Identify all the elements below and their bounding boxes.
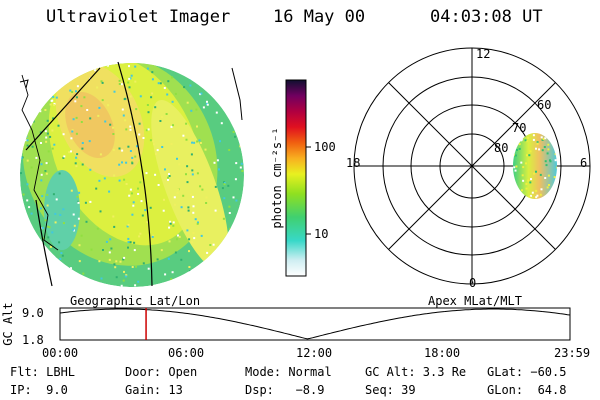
colorbar-tick-100: 100 (314, 140, 336, 154)
xtick-2359: 23:59 (554, 346, 591, 360)
seq-info: Seq: 39 (365, 383, 416, 397)
mlt-label-6: 6 (580, 156, 588, 170)
altitude-plot (59, 307, 571, 341)
dsp-info: Dsp: −8.9 (245, 383, 325, 397)
mlt-label-18: 18 (346, 156, 361, 170)
gc-alt-info: GC Alt: 3.3 Re (365, 365, 467, 379)
xtick-1800: 18:00 (424, 346, 461, 360)
alt-tick-9: 9.0 (22, 306, 44, 320)
xtick-0000: 00:00 (42, 346, 79, 360)
glon-info: GLon: 64.8 (487, 383, 567, 397)
filter-info: Flt: LBHL (10, 365, 76, 379)
colorbar-tick-10: 10 (314, 227, 329, 241)
alt-axis-label: GC Alt (1, 302, 15, 346)
earth-image (19, 61, 244, 287)
alt-tick-1-8: 1.8 (22, 333, 44, 347)
mlt-label-12: 12 (476, 47, 491, 61)
instrument-title: Ultraviolet Imager (46, 7, 231, 27)
apex-caption: Apex MLat/MLT (428, 294, 522, 308)
gain-info: Gain: 13 (125, 383, 183, 397)
date-label: 16 May 00 (273, 7, 366, 27)
mlat-label-70: 70 (512, 121, 527, 135)
xtick-0600: 06:00 (168, 346, 205, 360)
colorbar (285, 79, 311, 277)
mlat-label-60: 60 (537, 98, 552, 112)
auroral-oval (513, 133, 557, 199)
time-label: 04:03:08 UT (430, 7, 543, 27)
door-info: Door: Open (125, 365, 198, 379)
geographic-caption: Geographic Lat/Lon (70, 294, 201, 308)
ip-info: IP: 9.0 (10, 383, 68, 397)
mode-info: Mode: Normal (245, 365, 332, 379)
mlat-label-80: 80 (494, 141, 509, 155)
colorbar-unit-label: photon cm⁻²s⁻¹ (270, 127, 284, 229)
xtick-1200: 12:00 (296, 346, 333, 360)
glat-info: GLat: −60.5 (487, 365, 567, 379)
polar-plot (353, 47, 591, 285)
mlt-label-0: 0 (469, 276, 477, 290)
